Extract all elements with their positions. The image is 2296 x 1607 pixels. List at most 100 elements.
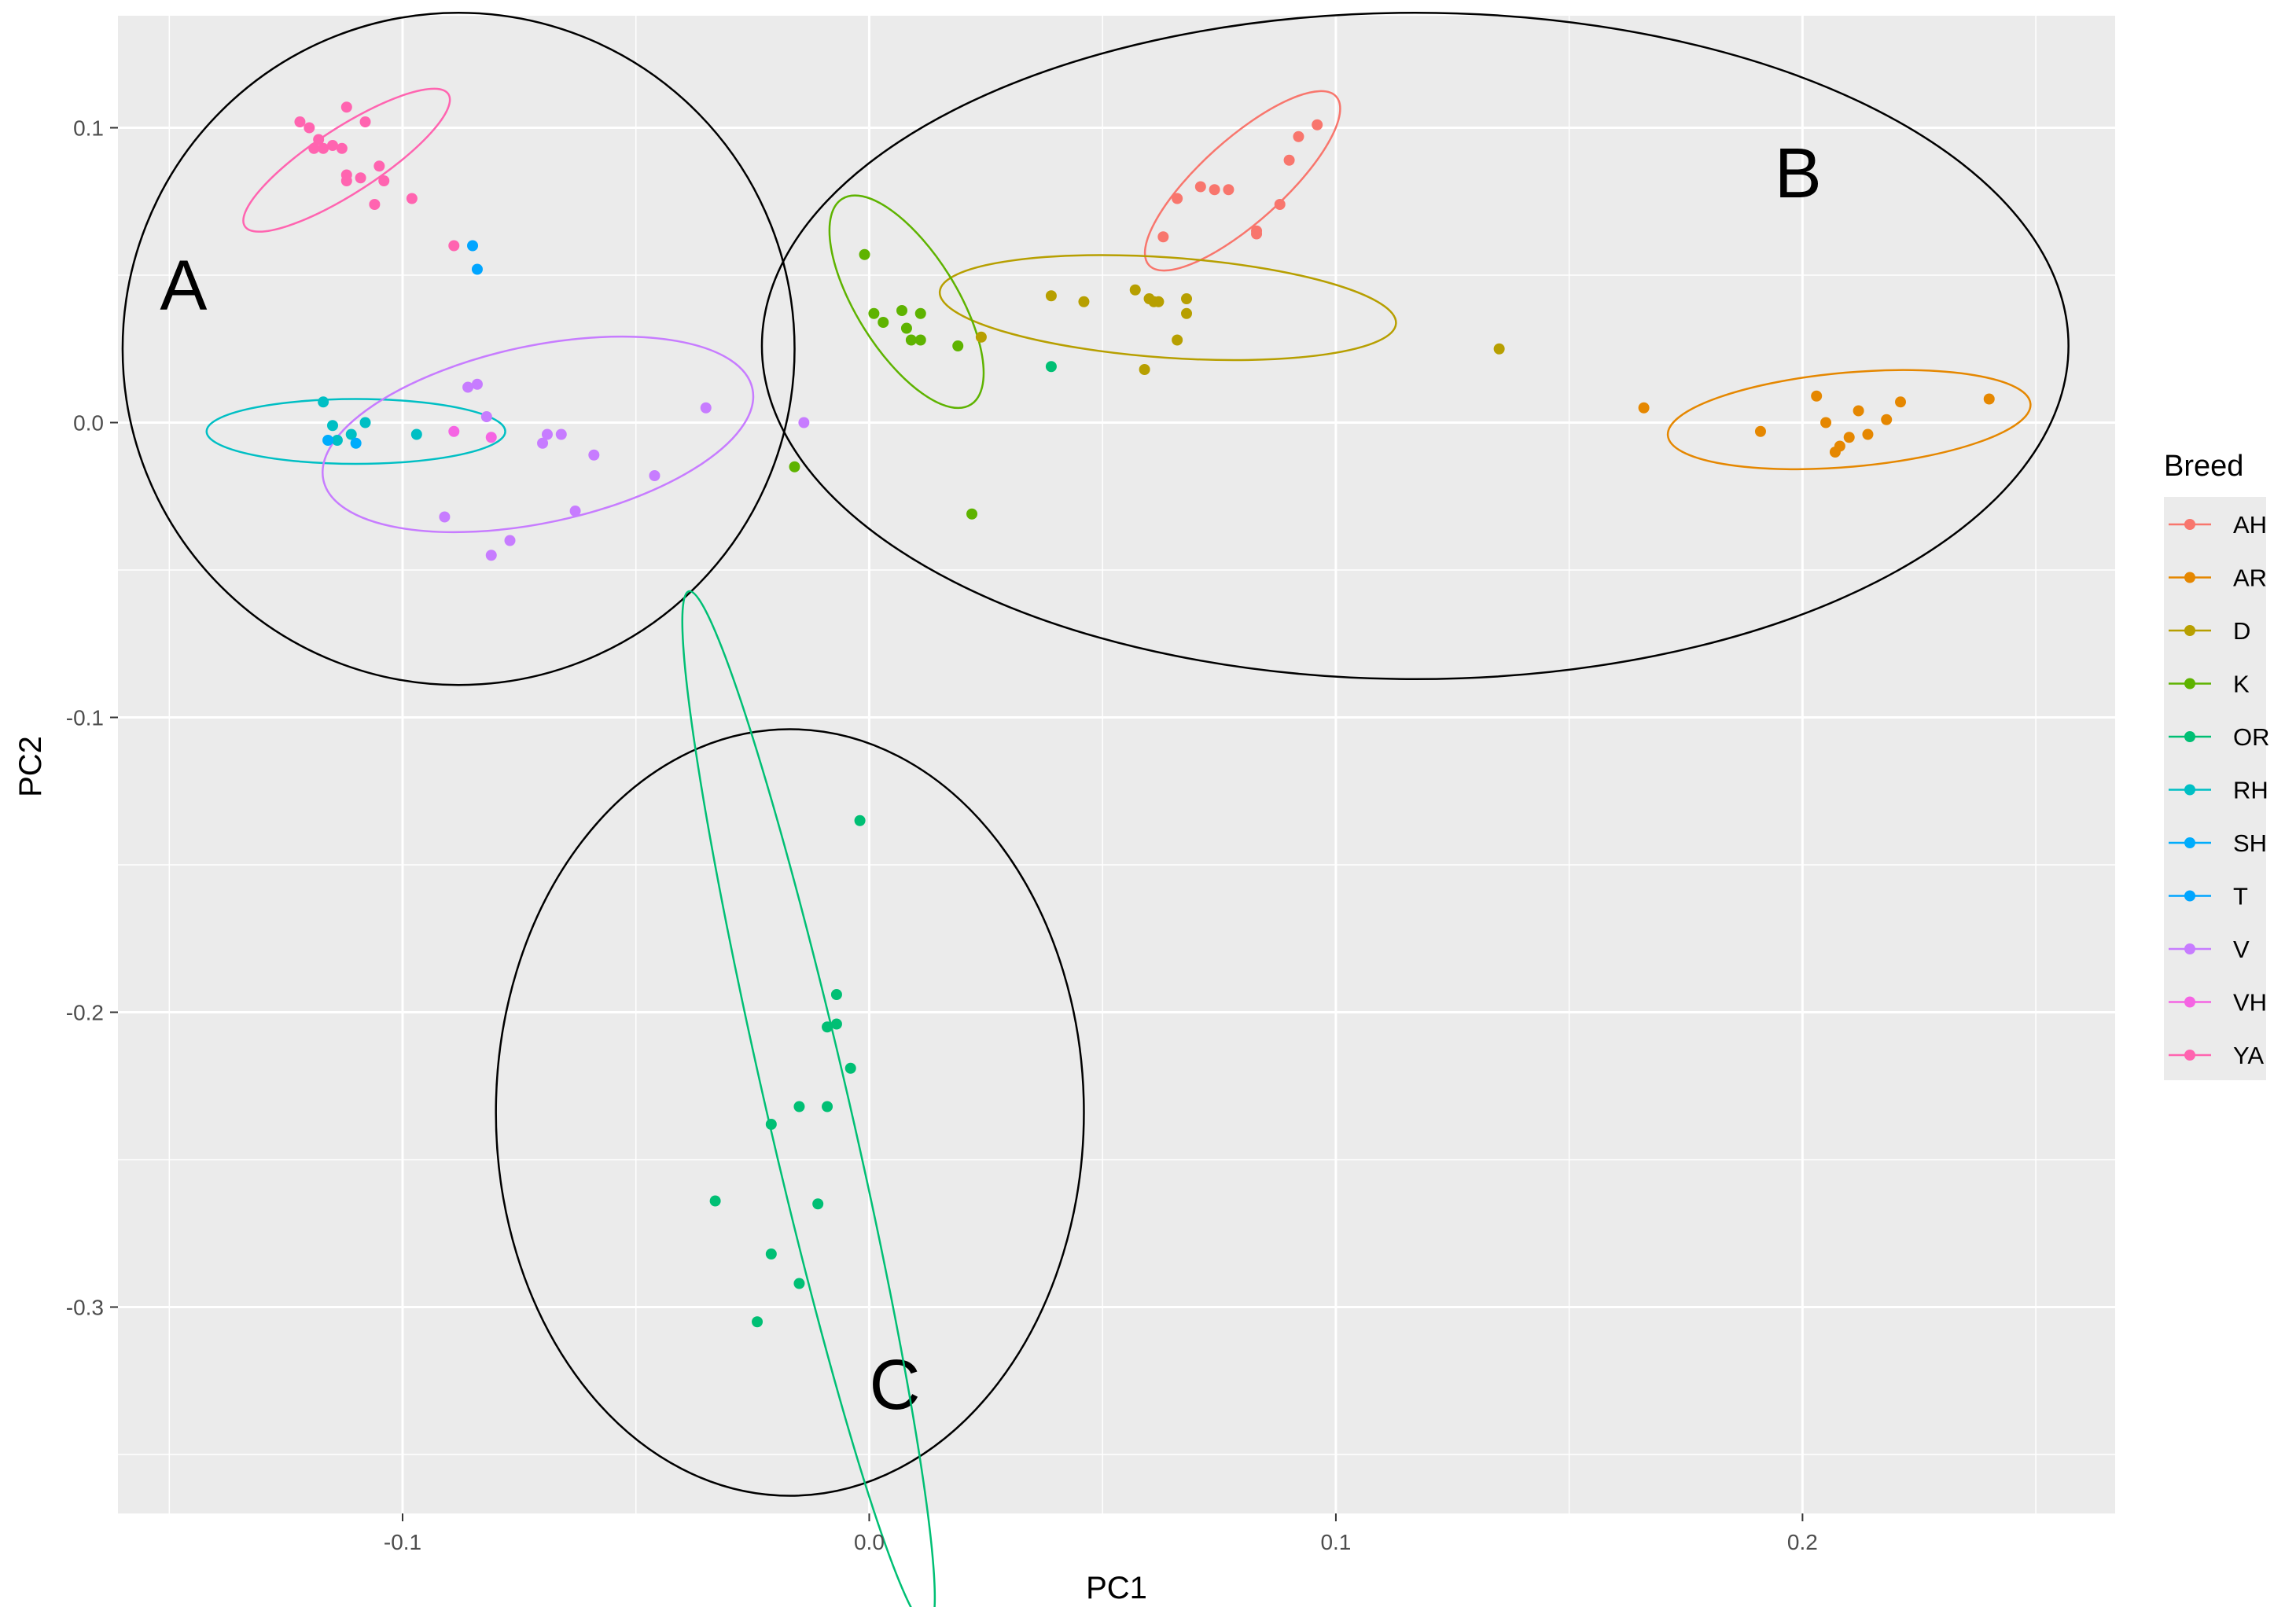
x-axis: -0.1 0.0 0.1 0.2 — [384, 1513, 1818, 1554]
breed-ellipses — [205, 87, 2032, 1607]
point-d — [1153, 296, 1165, 307]
legend-title: Breed — [2164, 450, 2243, 483]
point-ah — [1283, 154, 1295, 166]
point-or — [822, 1021, 833, 1033]
legend-label-sh: SH — [2233, 829, 2267, 857]
point-k — [952, 340, 964, 351]
point-or — [765, 1248, 777, 1259]
y-tick-label: -0.1 — [66, 706, 104, 730]
legend-dot-or — [2184, 731, 2195, 742]
x-tick-label: 0.1 — [1320, 1530, 1351, 1554]
cluster-ellipses: ABC — [121, 12, 2070, 1497]
point-d — [1129, 284, 1141, 296]
point-v — [439, 511, 451, 523]
ellipse-ya — [242, 87, 451, 233]
point-vh — [485, 432, 497, 443]
point-d — [1493, 343, 1505, 355]
point-v — [485, 550, 497, 561]
point-d — [1181, 293, 1193, 304]
point-v — [537, 437, 549, 449]
point-ah — [1293, 131, 1304, 142]
point-k — [896, 305, 908, 316]
ellipse-d — [938, 254, 1397, 362]
point-k — [966, 508, 978, 520]
point-or — [844, 1062, 856, 1074]
legend-dot-sh — [2184, 837, 2195, 848]
legend-dot-ya — [2184, 1050, 2195, 1061]
legend-label-rh: RH — [2233, 777, 2268, 804]
point-k — [859, 248, 870, 260]
point-d — [1045, 290, 1057, 302]
major-gridlines — [118, 16, 2115, 1513]
point-ah — [1223, 184, 1234, 196]
point-ah — [1172, 193, 1183, 204]
data-points — [294, 101, 1995, 1328]
point-v — [480, 411, 492, 422]
point-v — [700, 402, 712, 414]
point-k — [868, 307, 880, 319]
legend-label-vh: VH — [2233, 989, 2267, 1017]
point-d — [1139, 364, 1150, 375]
point-ar — [1834, 440, 1845, 452]
point-ya — [294, 116, 306, 127]
point-ar — [1638, 402, 1650, 414]
point-d — [1172, 334, 1183, 346]
legend-dot-k — [2184, 678, 2195, 690]
ellipse-k — [828, 194, 985, 410]
minor-gridlines — [118, 16, 2115, 1513]
point-v — [471, 378, 483, 390]
y-axis: 0.1 0.0 -0.1 -0.2 -0.3 — [66, 116, 118, 1320]
point-k — [789, 461, 800, 473]
legend-dot-d — [2184, 625, 2195, 636]
point-or — [793, 1278, 805, 1289]
legend-label-ah: AH — [2233, 511, 2267, 539]
legend-label-ar: AR — [2233, 564, 2267, 592]
point-ar — [1811, 390, 1823, 402]
legend-dot-vh — [2184, 996, 2195, 1008]
point-v — [462, 381, 474, 393]
point-ya — [313, 134, 325, 145]
point-ah — [1312, 119, 1323, 131]
point-d — [975, 331, 987, 343]
point-ar — [1983, 393, 1995, 405]
point-or — [1045, 361, 1057, 373]
point-v — [649, 470, 660, 481]
ellipse-rh — [205, 398, 506, 465]
cluster-ellipse-b — [760, 12, 2070, 680]
point-d — [1181, 307, 1193, 319]
y-axis-title: PC2 — [13, 736, 48, 797]
point-ah — [1194, 181, 1206, 193]
point-rh — [318, 396, 329, 408]
point-k — [905, 334, 917, 346]
x-tick-label: 0.0 — [854, 1530, 885, 1554]
point-ar — [1853, 405, 1864, 417]
point-v — [798, 417, 810, 428]
y-tick-label: -0.2 — [66, 1001, 104, 1025]
x-axis-title: PC1 — [1086, 1571, 1147, 1605]
point-ya — [318, 142, 329, 154]
point-ah — [1251, 225, 1263, 237]
point-k — [878, 317, 889, 328]
point-k — [900, 322, 912, 334]
cluster-ellipse-a — [121, 12, 796, 686]
point-ah — [1274, 199, 1286, 210]
point-ar — [1843, 432, 1855, 443]
point-ya — [304, 122, 315, 134]
point-d — [1078, 296, 1090, 307]
point-ya — [326, 140, 338, 151]
point-t — [471, 263, 483, 275]
ellipse-ah — [1143, 90, 1341, 272]
legend-label-v: V — [2233, 936, 2250, 963]
point-v — [588, 449, 600, 461]
point-or — [830, 1018, 842, 1030]
legend-dot-ah — [2184, 519, 2195, 530]
x-tick-label: -0.1 — [384, 1530, 421, 1554]
point-ya — [355, 172, 366, 184]
point-k — [914, 334, 926, 346]
point-ar — [1881, 414, 1893, 425]
plot-panel — [118, 16, 2115, 1513]
point-ar — [1754, 425, 1766, 437]
legend-dot-v — [2184, 943, 2195, 954]
cluster-label-a: A — [160, 246, 207, 325]
